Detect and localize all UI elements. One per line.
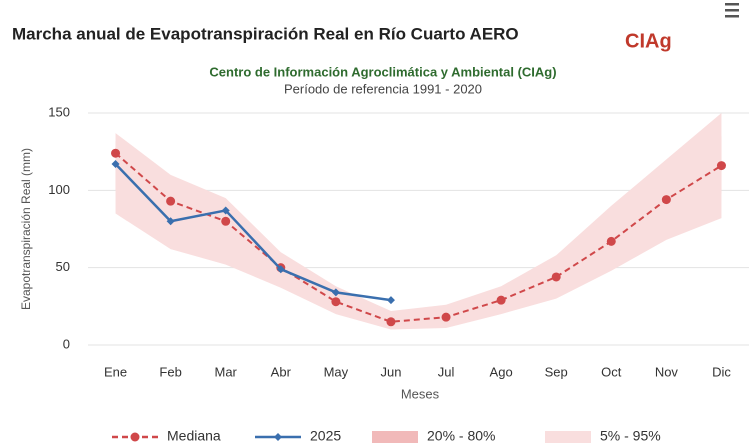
point-marker xyxy=(441,312,451,322)
point-marker xyxy=(386,296,395,305)
y-tick-label: 50 xyxy=(56,259,70,274)
menu-bar[interactable] xyxy=(725,3,739,6)
point-marker xyxy=(111,160,120,169)
series-line xyxy=(114,163,392,302)
point-marker xyxy=(716,161,726,171)
point-marker xyxy=(221,206,230,215)
legend-label: 2025 xyxy=(310,428,341,444)
x-tick-label: Sep xyxy=(545,364,568,379)
menu-bar[interactable] xyxy=(725,15,739,18)
point-marker xyxy=(606,236,616,246)
y-tick-label: 150 xyxy=(48,104,70,119)
x-tick-label: Jul xyxy=(438,364,455,379)
logo: CIAg xyxy=(625,30,672,52)
legend-label: Mediana xyxy=(167,428,221,444)
x-axis-title: Meses xyxy=(401,386,440,401)
point-marker xyxy=(331,288,340,297)
legend-symbol xyxy=(372,431,418,443)
subtitle: Centro de Información Agroclimática y Am… xyxy=(209,64,556,79)
x-tick-label: Dic xyxy=(712,364,731,379)
subtitle: Período de referencia 1991 - 2020 xyxy=(284,81,482,96)
menu-bar[interactable] xyxy=(725,9,739,12)
x-tick-label: Mar xyxy=(215,364,238,379)
x-tick-label: Oct xyxy=(601,364,622,379)
y-axis-title: Evapotranspiración Real (mm) xyxy=(19,148,33,310)
legend-label: 5% - 95% xyxy=(600,428,661,444)
legend-symbol xyxy=(274,433,282,441)
point-marker xyxy=(386,317,396,327)
legend-label: 20% - 80% xyxy=(427,428,495,444)
point-marker xyxy=(221,216,231,226)
x-tick-label: Ene xyxy=(104,364,127,379)
point-marker xyxy=(661,195,671,205)
x-tick-label: Feb xyxy=(159,364,181,379)
point-marker xyxy=(276,265,285,274)
x-tick-label: Jun xyxy=(380,364,401,379)
menu-button[interactable] xyxy=(725,3,739,18)
point-marker xyxy=(331,297,341,307)
x-tick-label: Abr xyxy=(271,364,292,379)
y-tick-label: 0 xyxy=(63,336,70,351)
band-area xyxy=(115,113,722,330)
series-line xyxy=(114,152,722,323)
y-tick-label: 100 xyxy=(48,182,70,197)
x-tick-label: Ago xyxy=(490,364,513,379)
point-marker xyxy=(166,217,175,226)
chart-title: Marcha anual de Evapotranspiración Real … xyxy=(12,24,519,43)
point-marker xyxy=(496,295,506,305)
point-marker xyxy=(551,272,561,282)
legend-symbol xyxy=(545,431,591,443)
x-tick-label: Nov xyxy=(655,364,679,379)
legend-symbol xyxy=(130,432,140,442)
x-tick-label: May xyxy=(324,364,349,379)
point-marker xyxy=(111,148,121,158)
point-marker xyxy=(166,196,176,206)
